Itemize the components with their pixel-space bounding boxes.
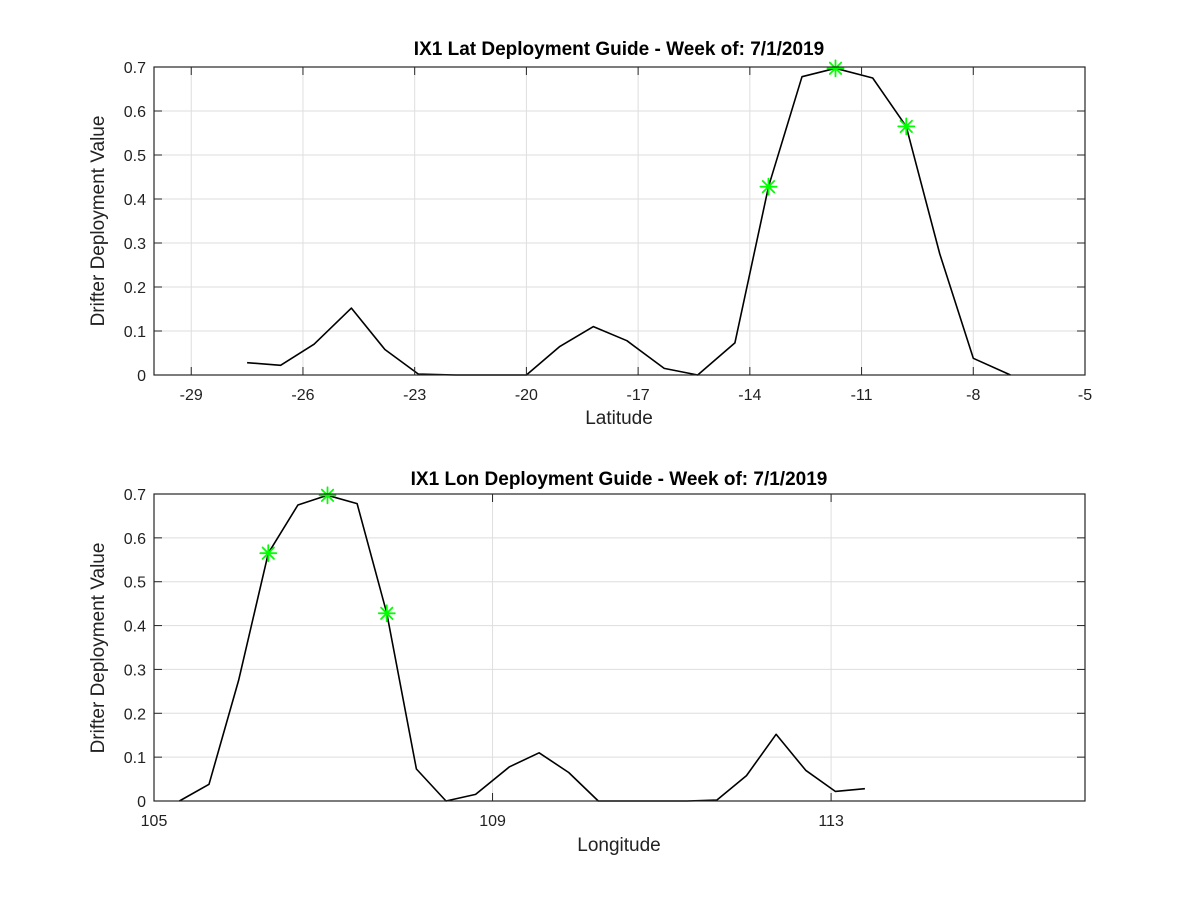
lat-y-tick-label: 0.1 xyxy=(124,324,146,341)
lon-y-tick-label: 0.3 xyxy=(124,662,146,679)
lon-x-tick-label: 113 xyxy=(818,813,844,830)
lat-y-axis-label: Drifter Deployment Value xyxy=(88,116,109,327)
lon-x-axis-label: Longitude xyxy=(577,835,660,856)
lat-y-tick-label: 0.2 xyxy=(124,280,146,297)
lon-series-layer xyxy=(179,494,865,802)
lat-x-tick-label: -14 xyxy=(738,387,761,404)
lat-x-tick-label: -17 xyxy=(627,387,650,404)
lat-chart-title: IX1 Lat Deployment Guide - Week of: 7/1/… xyxy=(414,39,824,60)
lon-series-line xyxy=(179,494,865,802)
lon-tick-labels: 105 109 113 0 0.1 0.2 0.3 0.4 0.5 0.6 0.7 xyxy=(124,487,844,830)
lat-y-tick-label: 0.4 xyxy=(124,192,146,209)
lon-y-tick-label: 0.7 xyxy=(124,487,146,504)
lat-series-line xyxy=(247,67,1011,376)
lat-markers-layer xyxy=(759,59,916,196)
lat-chart: IX1 Lat Deployment Guide - Week of: 7/1/… xyxy=(88,39,1092,429)
lon-chart: IX1 Lon Deployment Guide - Week of: 7/1/… xyxy=(88,469,1086,856)
lat-y-tick-label: 0 xyxy=(137,368,146,385)
lat-tick-labels: -29 -26 -23 -20 -17 -14 -11 -8 -5 0 0.1 0.2 0.3 0.4 0.… xyxy=(124,60,1092,404)
lon-x-tick-label: 109 xyxy=(479,813,506,830)
lon-y-tick-label: 0 xyxy=(137,794,146,811)
lon-data-marker xyxy=(377,604,396,623)
lat-y-tick-label: 0.3 xyxy=(124,236,146,253)
lon-axes-box xyxy=(153,493,1086,802)
lon-data-marker xyxy=(259,544,278,563)
lat-x-tick-label: -26 xyxy=(291,387,314,404)
lon-axes xyxy=(153,493,1086,802)
lat-series-layer xyxy=(247,67,1011,376)
lon-markers-layer xyxy=(259,486,396,623)
lon-chart-title: IX1 Lon Deployment Guide - Week of: 7/1/… xyxy=(411,469,828,490)
lon-x-tick-label: 105 xyxy=(141,813,168,830)
lat-x-axis-label: Latitude xyxy=(585,408,653,429)
lat-data-marker xyxy=(759,177,778,196)
lat-data-marker xyxy=(826,59,845,78)
lat-y-tick-label: 0.7 xyxy=(124,60,146,77)
lon-y-tick-label: 0.4 xyxy=(124,619,146,636)
lat-x-tick-label: -23 xyxy=(403,387,426,404)
lat-axes xyxy=(153,66,1086,376)
lat-y-tick-label: 0.5 xyxy=(124,148,146,165)
lon-grid xyxy=(154,494,1085,801)
lat-data-marker xyxy=(897,117,916,136)
lat-x-tick-label: -11 xyxy=(851,387,873,404)
lat-x-tick-label: -8 xyxy=(966,387,980,404)
lat-x-tick-label: -29 xyxy=(180,387,203,404)
lon-y-tick-label: 0.2 xyxy=(124,706,146,723)
lat-x-tick-label: -5 xyxy=(1078,387,1092,404)
lon-y-tick-label: 0.6 xyxy=(124,531,146,548)
lat-grid xyxy=(154,67,1085,375)
lon-data-marker xyxy=(318,486,337,505)
lon-y-tick-label: 0.5 xyxy=(124,575,146,592)
lat-x-tick-label: -20 xyxy=(515,387,538,404)
lat-axes-box xyxy=(153,66,1086,376)
lat-y-tick-label: 0.6 xyxy=(124,104,146,121)
lon-y-axis-label: Drifter Deployment Value xyxy=(88,543,109,754)
lon-y-tick-label: 0.1 xyxy=(124,750,146,767)
